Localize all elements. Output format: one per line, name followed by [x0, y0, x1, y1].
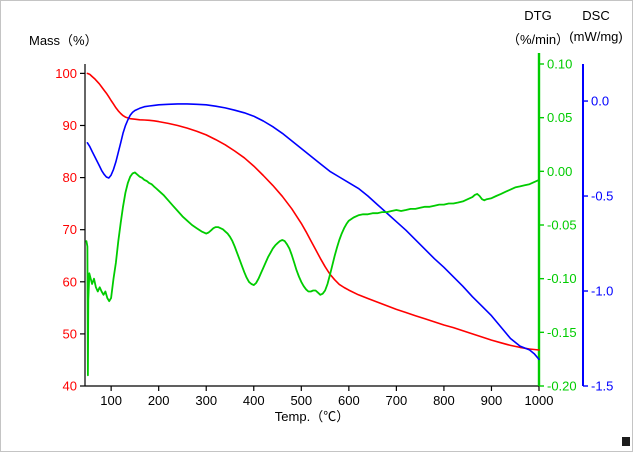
dtg-tick-label: 0.00 [547, 164, 572, 179]
corner-mark [622, 437, 630, 446]
dsc-tick-label: -0.5 [591, 189, 613, 204]
x-tick-label: 400 [243, 393, 265, 408]
curve-mass [86, 72, 540, 351]
dsc-tick-label: -1.0 [591, 284, 613, 299]
mass-tick-label: 70 [63, 222, 77, 237]
mass-tick-label: 100 [55, 66, 77, 81]
dsc-tick-label: 0.0 [591, 94, 609, 109]
x-tick-label: 600 [338, 393, 360, 408]
mass-axis-title: Mass（%） [29, 33, 98, 48]
curve-dsc [86, 103, 540, 361]
mass-tick-label: 90 [63, 118, 77, 133]
x-tick-label: 500 [290, 393, 312, 408]
dtg-tick-label: -0.20 [547, 379, 577, 394]
dtg-tick-label: 0.10 [547, 57, 572, 72]
curve-dtg [85, 171, 540, 377]
dtg-tick-label: -0.05 [547, 218, 577, 233]
dtg-tick-label: -0.15 [547, 325, 577, 340]
x-tick-label: 800 [433, 393, 455, 408]
x-tick-label: 1000 [525, 393, 554, 408]
dtg-axis-header: DTG [524, 8, 552, 23]
dtg-tick-label: 0.05 [547, 110, 572, 125]
mass-tick-label: 40 [63, 379, 77, 394]
x-tick-label: 700 [386, 393, 408, 408]
dsc-axis-units: (mW/mg) [569, 29, 623, 44]
x-tick-label: 100 [100, 393, 122, 408]
x-tick-label: 900 [481, 393, 503, 408]
mass-tick-label: 50 [63, 326, 77, 341]
x-tick-label: 200 [148, 393, 170, 408]
dsc-tick-label: -1.5 [591, 379, 613, 394]
dtg-tick-label: -0.10 [547, 271, 577, 286]
mass-tick-label: 60 [63, 274, 77, 289]
mass-tick-label: 80 [63, 170, 77, 185]
x-axis-title: Temp.（℃） [274, 409, 350, 424]
x-tick-label: 300 [195, 393, 217, 408]
dtg-axis-units: （%/min） [506, 32, 570, 47]
dsc-axis-header: DSC [582, 8, 610, 23]
